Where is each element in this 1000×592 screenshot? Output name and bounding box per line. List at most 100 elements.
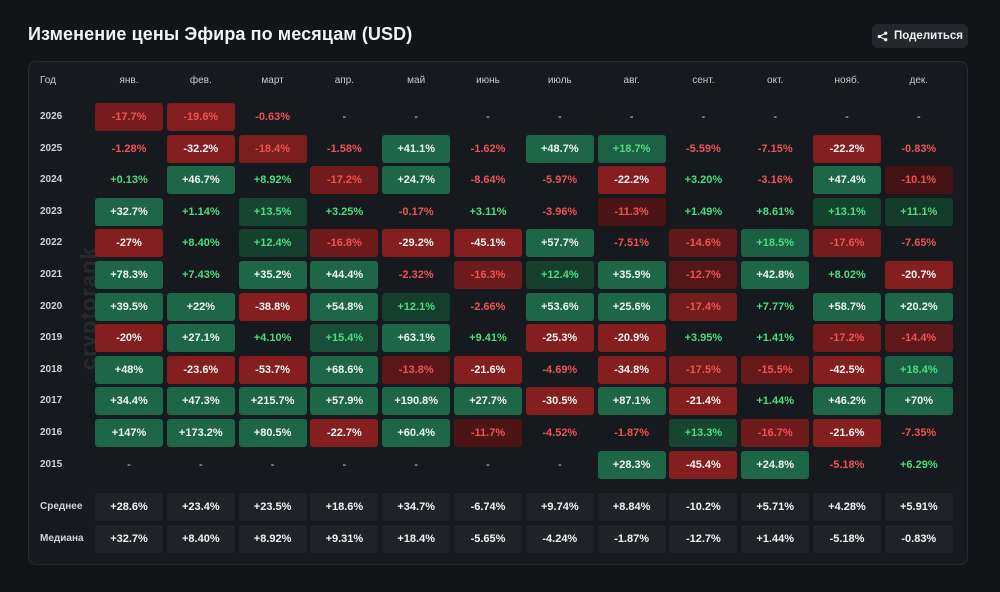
heatmap-cell[interactable]: +215.7% [238,387,307,416]
heatmap-cell[interactable]: +15.4% [310,324,379,353]
summary-cell[interactable]: +8.84% [597,493,666,521]
heatmap-cell[interactable]: +147% [95,419,163,447]
heatmap-cell[interactable]: +28.3% [597,450,666,479]
heatmap-cell[interactable]: +18.4% [884,355,953,384]
heatmap-cell[interactable]: +22% [166,292,235,321]
heatmap-cell[interactable]: -53.7% [238,355,307,384]
heatmap-cell[interactable]: +32.7% [95,197,163,226]
heatmap-cell[interactable]: -0.63% [255,111,291,123]
heatmap-cell[interactable]: +27.1% [166,324,235,353]
heatmap-cell[interactable]: +20.2% [884,292,953,321]
summary-cell[interactable]: +18.4% [382,525,451,553]
heatmap-cell[interactable]: +0.13% [110,174,148,187]
heatmap-cell[interactable]: +13.3% [669,419,738,447]
heatmap-cell[interactable]: -4.69% [542,363,578,376]
heatmap-cell[interactable]: -42.5% [813,355,881,384]
heatmap-cell[interactable]: -7.51% [614,237,650,250]
heatmap-cell[interactable]: +25.6% [597,292,666,321]
heatmap-cell[interactable]: +8.02% [828,269,866,281]
heatmap-cell[interactable]: -10.1% [884,166,953,195]
heatmap-cell[interactable]: -30.5% [525,387,594,416]
heatmap-cell[interactable]: -5.97% [542,174,578,187]
heatmap-cell[interactable]: -19.6% [166,103,235,131]
heatmap-cell[interactable]: - [845,111,849,123]
heatmap-cell[interactable]: -12.7% [669,261,738,289]
heatmap-cell[interactable]: -14.4% [884,324,953,353]
heatmap-cell[interactable]: -1.62% [470,142,506,155]
heatmap-cell[interactable]: -16.8% [310,229,379,258]
heatmap-cell[interactable]: +57.7% [525,229,594,258]
heatmap-cell[interactable]: +11.1% [884,197,953,226]
heatmap-cell[interactable]: -3.96% [542,205,578,218]
summary-cell[interactable]: -0.83% [884,525,953,553]
summary-cell[interactable]: +18.6% [310,493,379,521]
heatmap-cell[interactable]: -7.35% [901,427,937,439]
heatmap-cell[interactable]: +24.8% [741,450,810,479]
heatmap-cell[interactable]: +80.5% [238,419,307,447]
heatmap-cell[interactable]: +8.40% [181,237,220,250]
heatmap-cell[interactable]: - [127,458,131,471]
heatmap-cell[interactable]: +63.1% [382,324,451,353]
heatmap-cell[interactable]: - [342,111,347,123]
heatmap-cell[interactable]: -45.1% [454,229,522,258]
heatmap-cell[interactable]: - [701,111,706,123]
heatmap-cell[interactable]: +9.41% [469,332,507,345]
heatmap-cell[interactable]: -21.4% [669,387,738,416]
heatmap-cell[interactable]: +4.10% [253,332,292,345]
heatmap-cell[interactable]: -1.87% [614,427,650,439]
heatmap-cell[interactable]: +47.4% [813,166,881,195]
heatmap-cell[interactable]: +47.3% [166,387,235,416]
heatmap-cell[interactable]: +13.1% [813,197,881,226]
heatmap-cell[interactable]: -2.32% [398,269,434,281]
heatmap-cell[interactable]: +54.8% [310,292,379,321]
heatmap-cell[interactable]: - [557,458,562,471]
heatmap-cell[interactable]: -7.15% [757,142,793,155]
heatmap-cell[interactable]: +24.7% [382,166,451,195]
heatmap-cell[interactable]: +12.4% [238,229,307,258]
heatmap-cell[interactable]: - [486,458,490,471]
heatmap-cell[interactable]: -18.4% [238,134,307,163]
heatmap-cell[interactable]: -25.3% [525,324,594,353]
heatmap-cell[interactable]: -2.66% [470,300,506,313]
heatmap-cell[interactable]: -11.7% [454,419,522,447]
heatmap-cell[interactable]: -11.3% [597,197,666,226]
heatmap-cell[interactable]: +60.4% [382,419,451,447]
heatmap-cell[interactable]: +190.8% [382,387,451,416]
heatmap-cell[interactable]: +1.41% [756,332,794,345]
heatmap-cell[interactable]: +1.49% [684,205,723,218]
summary-cell[interactable]: +23.4% [166,493,235,521]
heatmap-cell[interactable]: -32.2% [166,134,235,163]
heatmap-cell[interactable]: +44.4% [310,261,379,289]
heatmap-cell[interactable]: -22.2% [597,166,666,195]
heatmap-cell[interactable]: - [198,458,203,471]
heatmap-cell[interactable]: +3.20% [684,174,723,187]
summary-cell[interactable]: -10.2% [669,493,738,521]
heatmap-cell[interactable]: -23.6% [166,355,235,384]
heatmap-cell[interactable]: - [773,111,778,123]
heatmap-cell[interactable]: -16.7% [741,419,810,447]
heatmap-cell[interactable]: -16.3% [454,261,522,289]
heatmap-cell[interactable]: -17.2% [310,166,379,195]
summary-cell[interactable]: +23.5% [238,493,307,521]
heatmap-cell[interactable]: +35.9% [597,261,666,289]
heatmap-cell[interactable]: - [629,111,634,123]
heatmap-cell[interactable]: -0.83% [901,142,937,155]
heatmap-cell[interactable]: - [557,111,562,123]
heatmap-cell[interactable]: +48.7% [525,134,594,163]
summary-cell[interactable]: +32.7% [95,525,163,553]
heatmap-cell[interactable]: +18.7% [597,134,666,163]
heatmap-cell[interactable]: -17.5% [669,355,738,384]
summary-cell[interactable]: +1.44% [741,525,810,553]
summary-cell[interactable]: +8.92% [238,525,307,553]
heatmap-cell[interactable]: +39.5% [95,292,163,321]
heatmap-cell[interactable]: - [342,458,347,471]
heatmap-cell[interactable]: +35.2% [238,261,307,289]
heatmap-cell[interactable]: +8.92% [253,174,292,187]
heatmap-cell[interactable]: -17.2% [813,324,881,353]
heatmap-cell[interactable]: -45.4% [669,450,738,479]
heatmap-cell[interactable]: +3.95% [684,332,723,345]
heatmap-cell[interactable]: -17.7% [95,103,163,131]
heatmap-cell[interactable]: -27% [95,229,163,258]
heatmap-cell[interactable]: +58.7% [813,292,881,321]
heatmap-cell[interactable]: -1.28% [111,142,147,155]
